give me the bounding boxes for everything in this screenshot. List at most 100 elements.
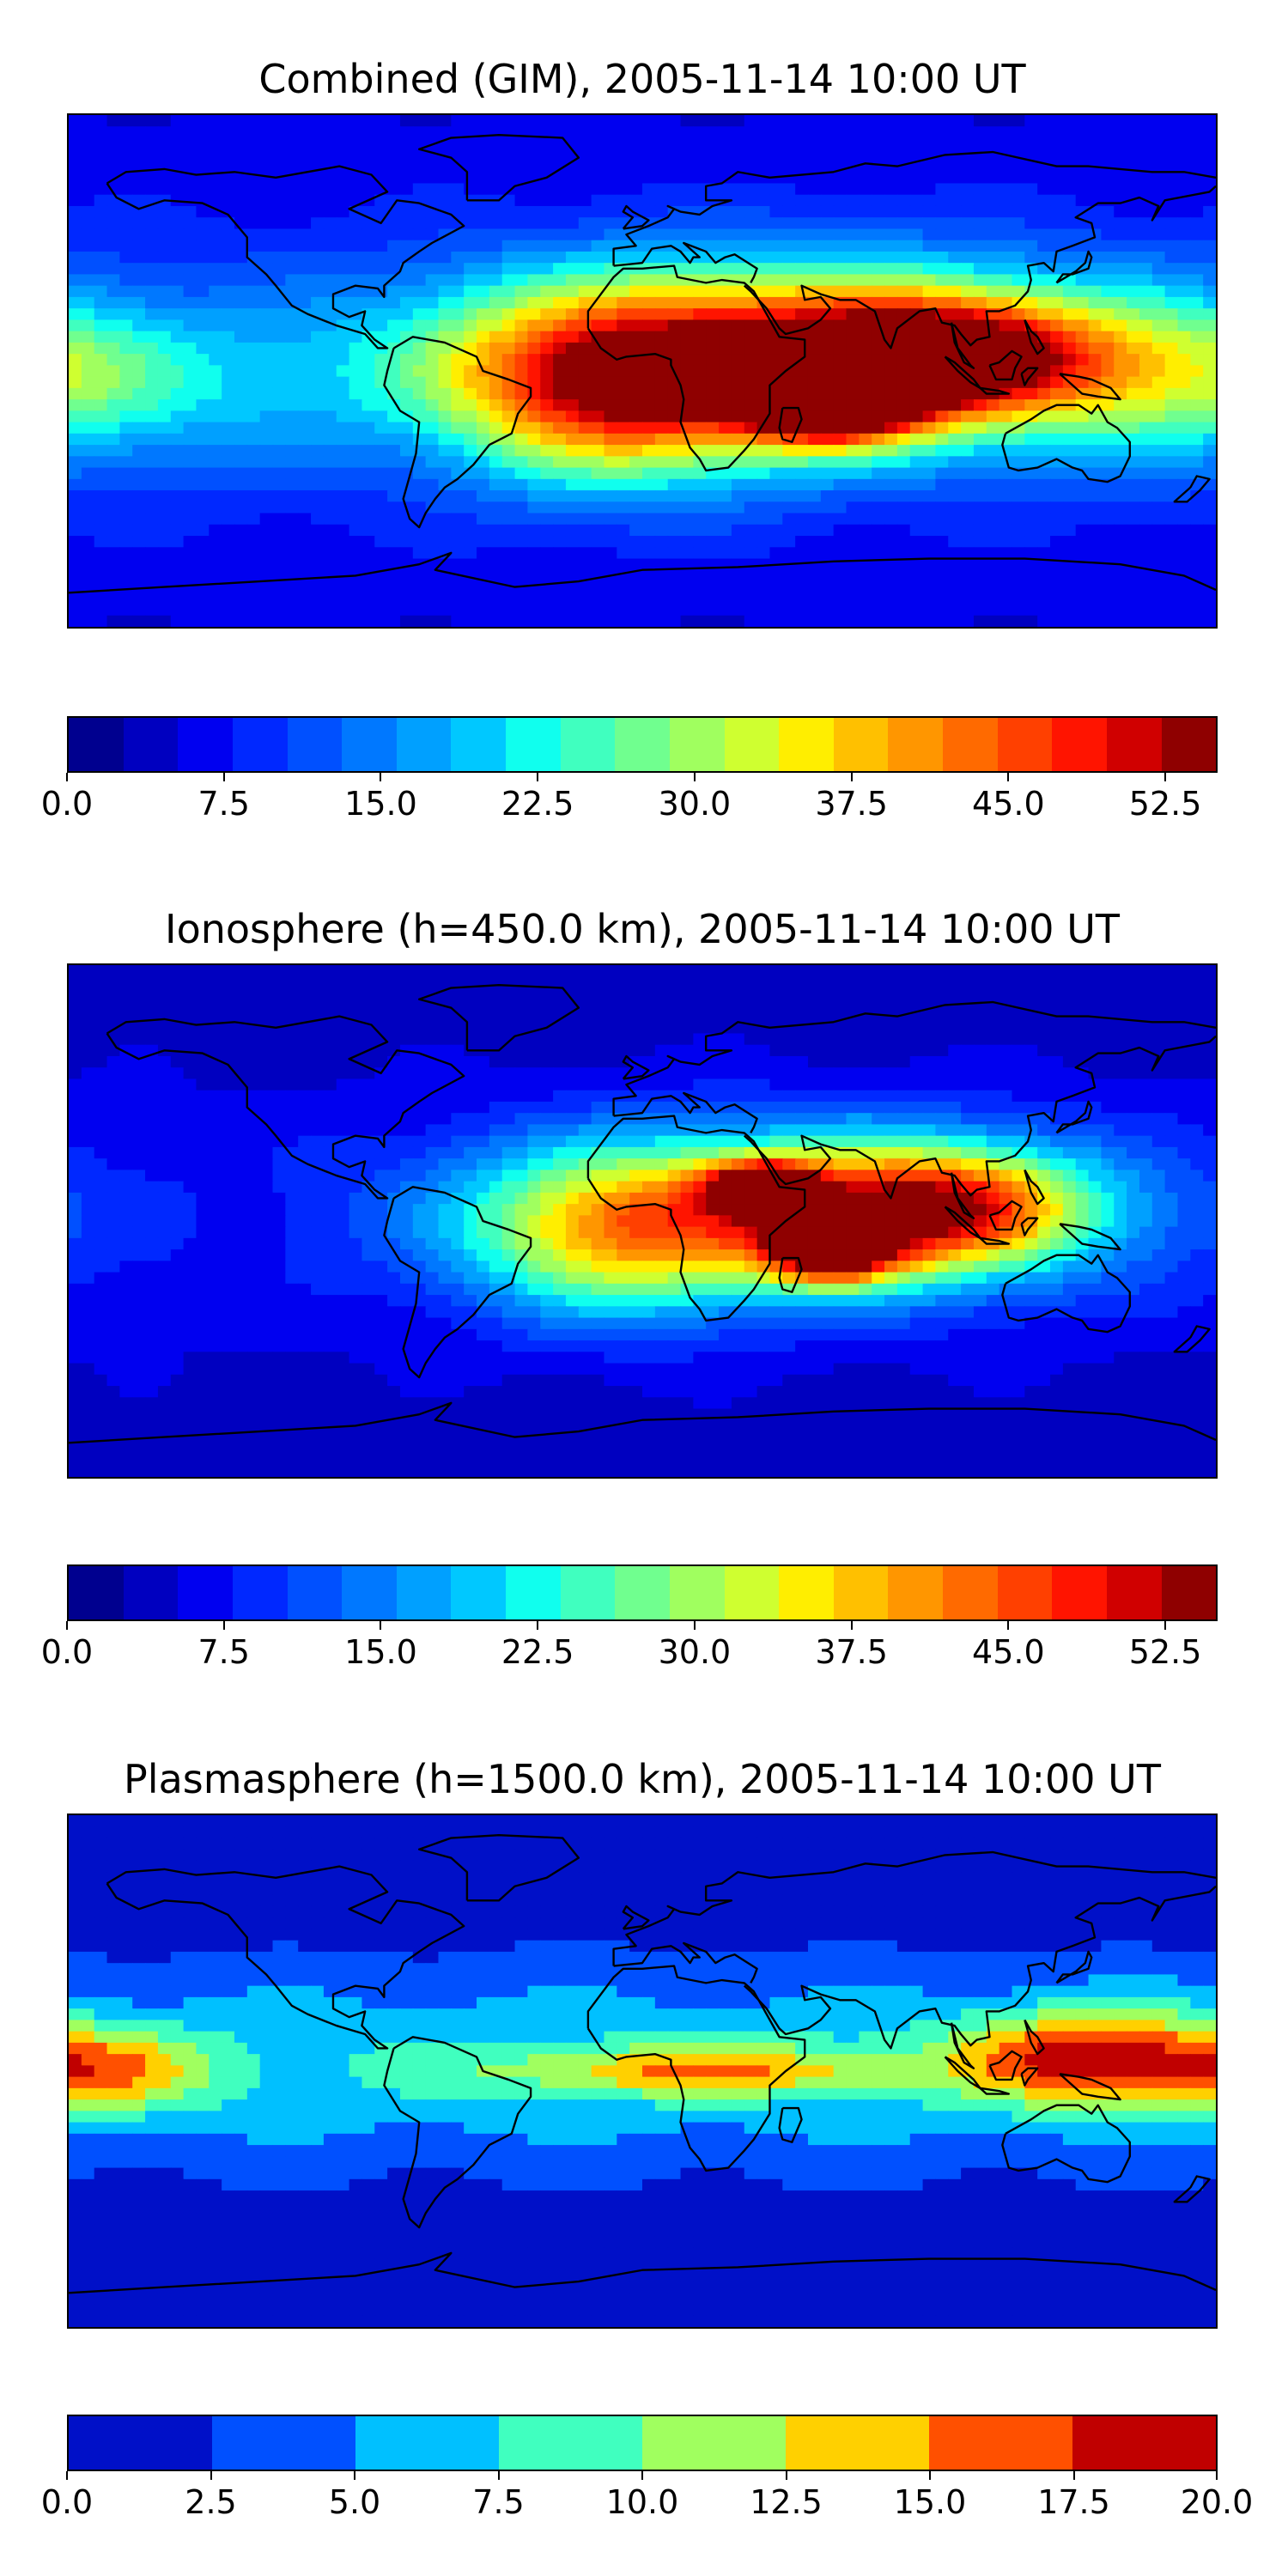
heatmap-cell: [145, 536, 159, 548]
heatmap-cell: [170, 524, 185, 537]
heatmap-cell: [565, 1022, 580, 1035]
heatmap-cell: [1024, 524, 1038, 537]
heatmap-cell: [298, 467, 312, 480]
heatmap-cell: [81, 376, 95, 389]
heatmap-cell: [501, 490, 516, 502]
heatmap-cell: [591, 228, 605, 241]
heatmap-cell: [361, 126, 375, 139]
heatmap-cell: [374, 296, 388, 309]
heatmap-cell: [872, 376, 885, 389]
heatmap-cell: [973, 228, 987, 241]
heatmap-cell: [617, 251, 630, 264]
heatmap-cell: [756, 149, 771, 161]
heatmap-cell: [349, 547, 363, 560]
heatmap-cell: [654, 115, 669, 127]
heatmap-cell: [999, 365, 1013, 378]
heatmap-cell: [935, 194, 949, 207]
heatmap-cell: [922, 592, 937, 605]
heatmap-cell: [935, 558, 949, 571]
heatmap-cell: [1151, 308, 1166, 320]
heatmap-cell: [1088, 240, 1102, 252]
heatmap-cell: [106, 1055, 120, 1068]
heatmap-cell: [604, 604, 617, 617]
heatmap-cell: [629, 513, 643, 526]
heatmap-cell: [323, 354, 337, 366]
heatmap-cell: [604, 1044, 617, 1057]
heatmap-cell: [578, 399, 592, 411]
heatmap-cell: [1190, 354, 1204, 366]
heatmap-cell: [680, 965, 694, 977]
heatmap-cell: [399, 296, 414, 309]
heatmap-cell: [782, 376, 796, 389]
heatmap-cell: [961, 331, 975, 343]
heatmap-cell: [106, 1033, 120, 1046]
heatmap-cell: [323, 422, 337, 434]
heatmap-cell: [106, 399, 120, 411]
heatmap-cell: [604, 1022, 617, 1035]
heatmap-cell: [591, 445, 605, 457]
colorbar-tick-mark: [693, 773, 696, 781]
heatmap-cell: [425, 285, 440, 298]
heatmap-cell: [948, 433, 962, 446]
heatmap-cell: [170, 331, 185, 343]
heatmap-cell: [1037, 467, 1051, 480]
heatmap-cell: [222, 1022, 235, 1035]
heatmap-cell: [1164, 205, 1179, 218]
heatmap-cell: [1164, 987, 1179, 1000]
heatmap-cell: [1050, 569, 1064, 582]
heatmap-cell: [909, 205, 924, 218]
heatmap-cell: [807, 1044, 822, 1057]
heatmap-cell: [706, 456, 720, 469]
heatmap-cell: [246, 194, 261, 207]
heatmap-cell: [183, 331, 197, 343]
heatmap-cell: [1164, 263, 1179, 276]
heatmap-cell: [807, 342, 822, 355]
heatmap-cell: [1139, 976, 1153, 989]
heatmap-cell: [553, 115, 567, 127]
heatmap-cell: [693, 160, 707, 173]
heatmap-cell: [527, 342, 541, 355]
heatmap-cell: [157, 536, 172, 548]
colorbar-tick-mark: [380, 773, 382, 781]
heatmap-cell: [387, 376, 401, 389]
heatmap-cell: [489, 240, 503, 252]
heatmap-cell: [501, 513, 516, 526]
heatmap-cell: [833, 399, 848, 411]
heatmap-cell: [820, 547, 835, 560]
heatmap-cell: [1101, 569, 1115, 582]
heatmap-cell: [578, 1022, 592, 1035]
heatmap-cell: [1177, 536, 1191, 548]
heatmap-cell: [872, 137, 885, 150]
heatmap-cell: [591, 1022, 605, 1035]
heatmap-cell: [399, 331, 414, 343]
heatmap-cell: [617, 965, 630, 977]
heatmap-cell: [961, 501, 975, 514]
heatmap-cell: [170, 581, 185, 593]
heatmap-cell: [374, 445, 388, 457]
heatmap-cell: [693, 217, 707, 230]
heatmap-cell: [820, 115, 835, 127]
heatmap-cell: [489, 604, 503, 617]
heatmap-cell: [234, 1022, 248, 1035]
heatmap-cell: [1203, 126, 1216, 139]
heatmap-cell: [999, 296, 1013, 309]
heatmap-cell: [1050, 536, 1064, 548]
heatmap-cell: [922, 342, 937, 355]
heatmap-cell: [909, 987, 924, 1000]
heatmap-cell: [1088, 422, 1102, 434]
heatmap-cell: [935, 160, 949, 173]
heatmap-cell: [629, 319, 643, 332]
heatmap-cell: [744, 296, 758, 309]
heatmap-cell: [807, 387, 822, 400]
heatmap-cell: [387, 399, 401, 411]
heatmap-cell: [807, 615, 822, 627]
heatmap-cell: [209, 547, 222, 560]
heatmap-cell: [412, 569, 427, 582]
heatmap-cell: [336, 263, 350, 276]
heatmap-cell: [565, 194, 580, 207]
heatmap-cell: [234, 205, 248, 218]
heatmap-cell: [604, 183, 617, 196]
heatmap-cell: [298, 172, 312, 185]
heatmap-cell: [464, 478, 477, 491]
heatmap-cell: [1050, 987, 1064, 1000]
